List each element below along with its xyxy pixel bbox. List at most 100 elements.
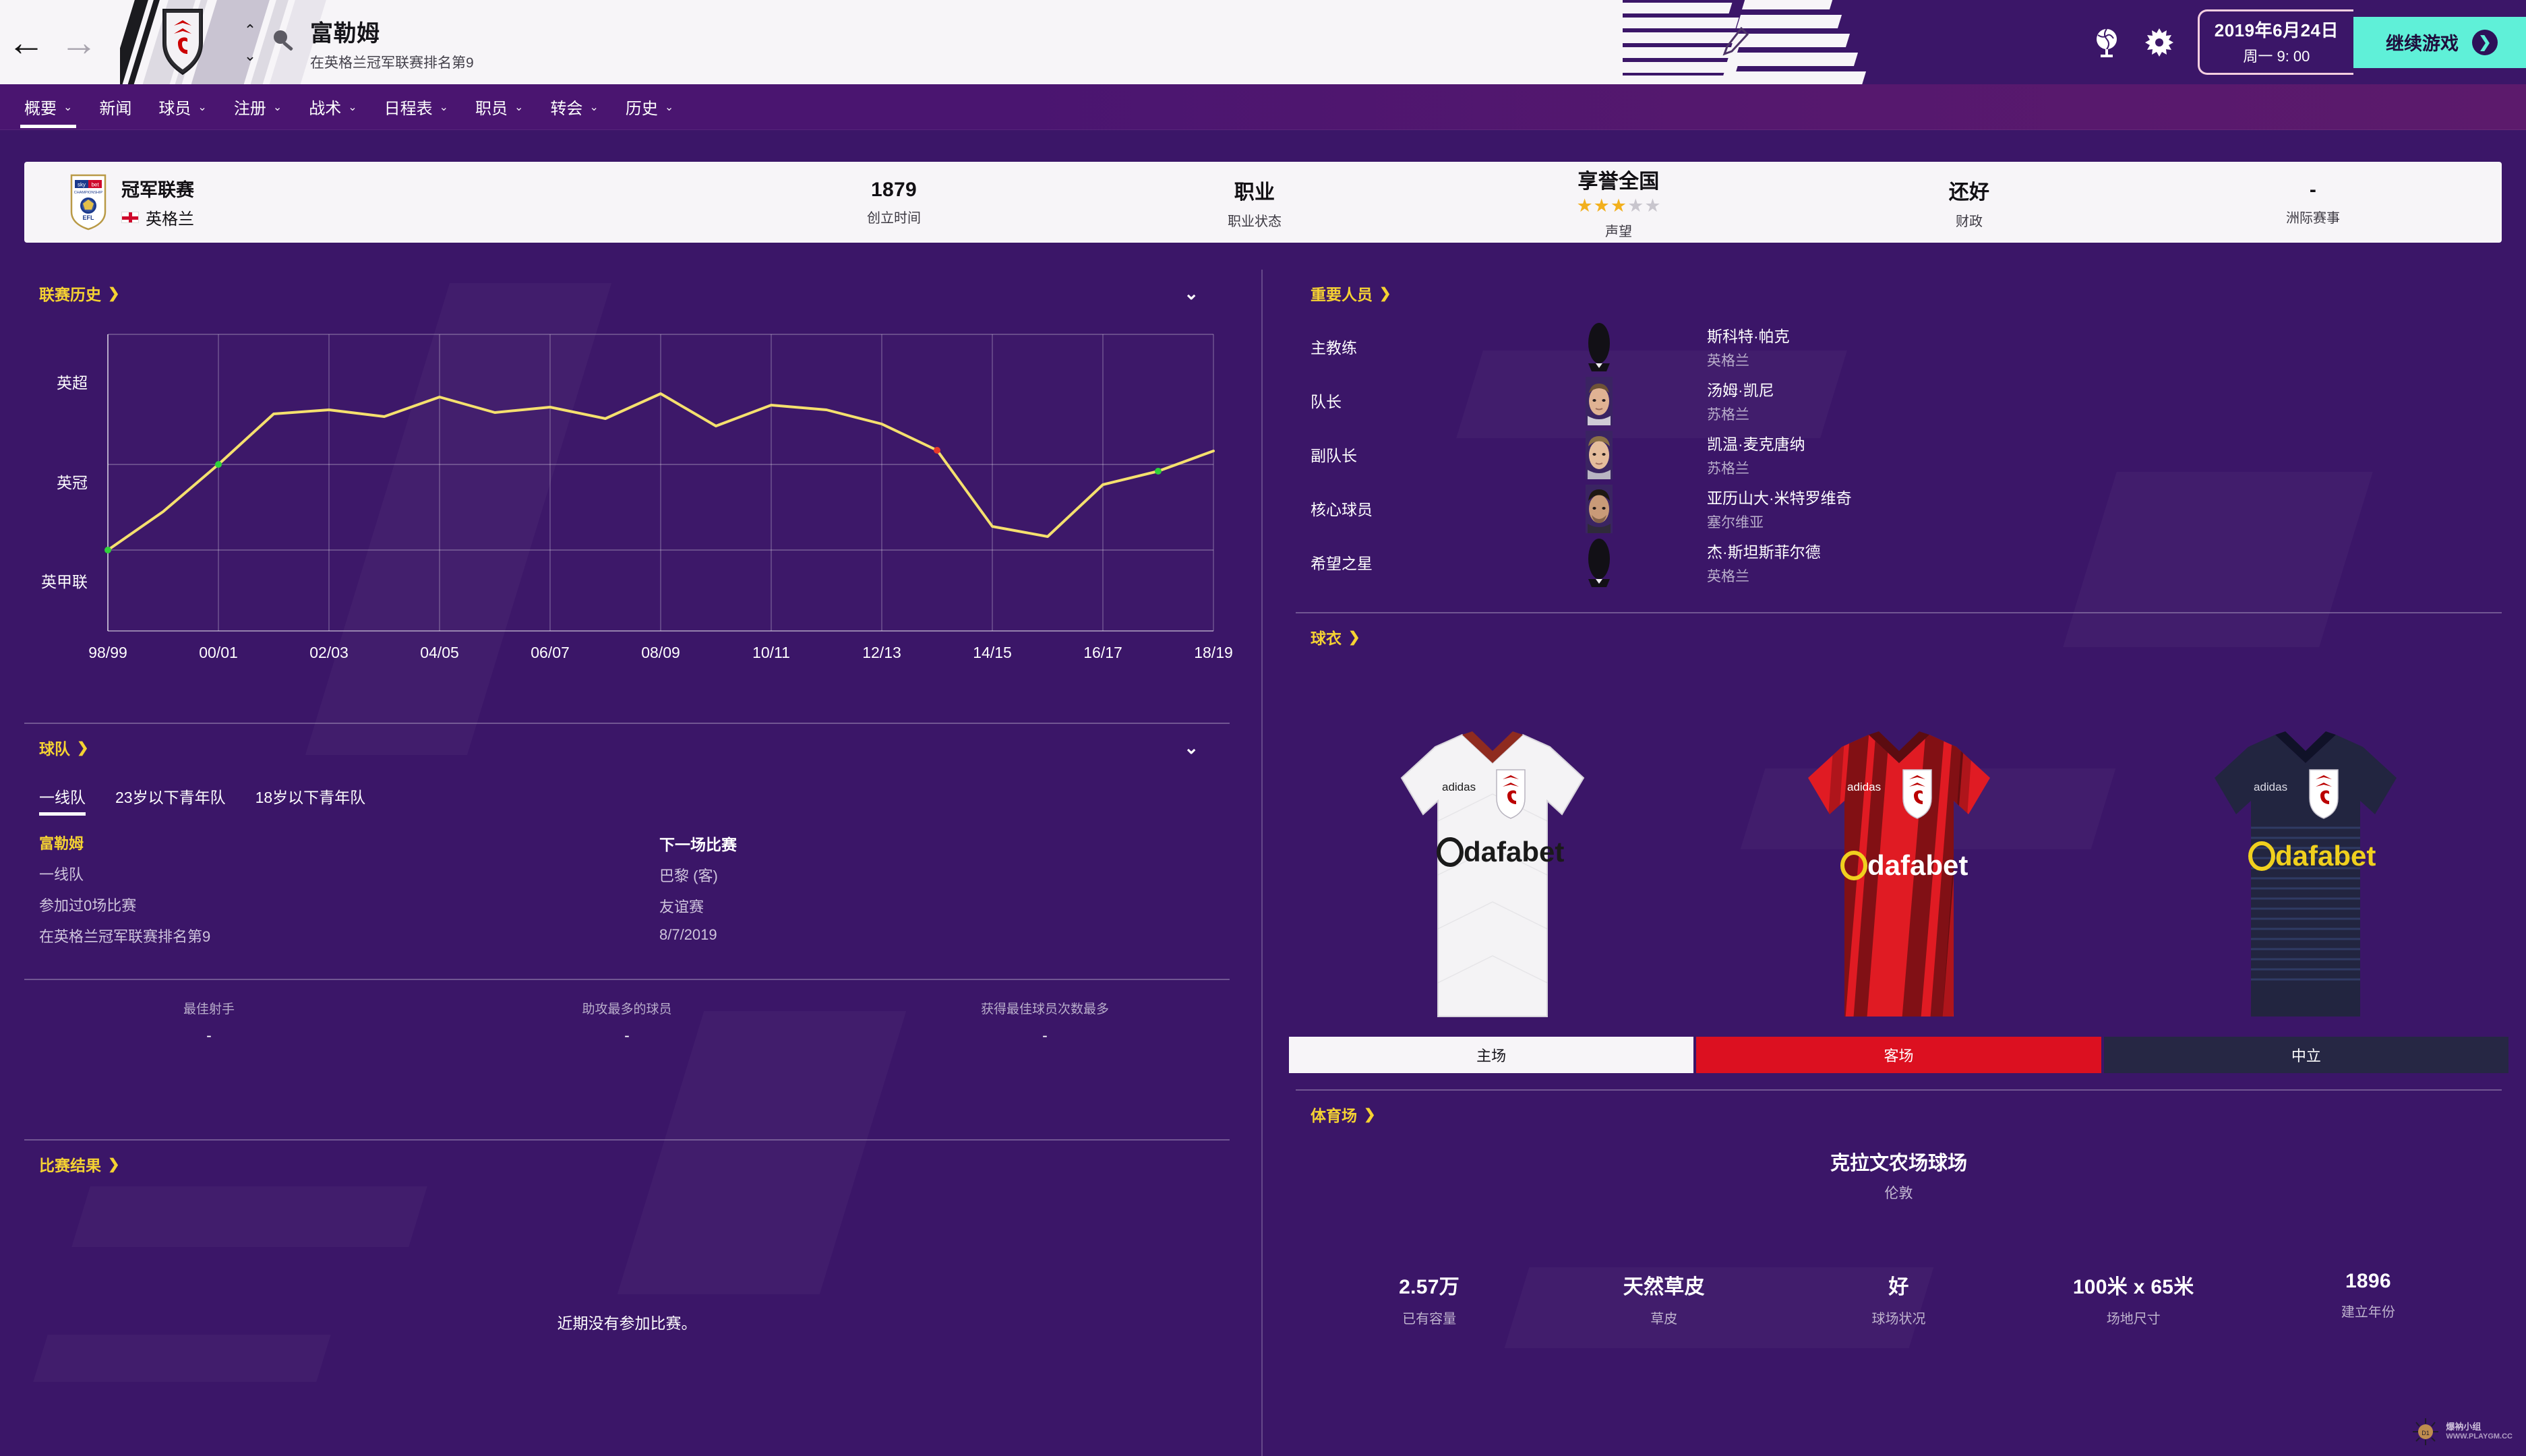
league-info-cell[interactable]: sky bet CHAMPIONSHIP EFL 冠军联赛 英格兰 [24, 174, 715, 231]
stat-label: 获得最佳球员次数最多 [980, 1002, 1109, 1017]
promotion-marker [104, 547, 111, 553]
key-person-info: 汤姆·凯尼 苏格兰 [1707, 377, 1774, 424]
key-person-country: 苏格兰 [1707, 460, 1749, 477]
kit-button-away[interactable]: 客场 [1696, 1037, 2101, 1073]
menu-label: 概要 [24, 100, 57, 118]
tab-u18[interactable]: 18岁以下青年队 [255, 789, 366, 806]
tab-u23[interactable]: 23岁以下青年队 [115, 789, 226, 806]
stat-label: 建立年份 [2341, 1305, 2395, 1320]
key-person-row[interactable]: 希望之星 杰·斯坦斯菲尔德 英格兰 [1271, 535, 2526, 589]
globe-icon[interactable] [2083, 19, 2130, 66]
pencil-icon[interactable] [1721, 26, 1751, 59]
svg-text:08/09: 08/09 [641, 644, 680, 661]
avatar [1491, 483, 1707, 533]
avatar [1491, 429, 1707, 479]
tab-first-team[interactable]: 一线队 [39, 785, 86, 816]
chevron-down-icon: ⌄ [664, 101, 674, 113]
svg-text:04/05: 04/05 [420, 644, 459, 661]
squad-tabs: 一线队 23岁以下青年队 18岁以下青年队 [0, 785, 1254, 816]
star-empty-icon: ★ [1644, 195, 1661, 216]
squad-team-matches: 参加过0场比赛 [39, 897, 137, 914]
club-switch-spinner[interactable]: ⌃ ⌄ [241, 22, 259, 64]
right-column: 重要人员 ❯ 主教练 斯科特·帕克 英格兰 队长 [1271, 270, 2526, 1456]
stat-value: - [1042, 1027, 1048, 1044]
key-person-row[interactable]: 主教练 斯科特·帕克 英格兰 [1271, 320, 2526, 373]
continue-game-button[interactable]: 继续游戏 ❯ [2353, 16, 2526, 68]
collapse-chevron-down-icon[interactable]: ⌄ [1184, 737, 1199, 758]
chevron-right-icon: ❯ [108, 285, 120, 301]
chevron-down-icon: ⌄ [348, 101, 357, 113]
key-person-name: 汤姆·凯尼 [1707, 381, 1774, 399]
key-people-header[interactable]: 重要人员 ❯ [1271, 270, 2526, 305]
menu-item-tactics[interactable]: 战术 ⌄ [295, 84, 370, 130]
league-history-panel: 联赛历史 ❯ ⌄ [0, 270, 1254, 723]
key-person-row[interactable]: 队长 汤姆·凯尼 苏格兰 [1271, 373, 2526, 427]
back-arrow-icon[interactable]: ← [7, 20, 45, 63]
key-person-row[interactable]: 核心球员 亚历山大·米特罗维奇 塞尔维亚 [1271, 481, 2526, 535]
stadium-city: 伦敦 [1884, 1186, 1913, 1201]
menu-item-schedule[interactable]: 日程表 ⌄ [371, 84, 462, 130]
next-match-opponent[interactable]: 巴黎 (客) [659, 868, 718, 884]
squad-header[interactable]: 球队 ❯ ⌄ [0, 724, 1254, 759]
results-header[interactable]: 比赛结果 ❯ [0, 1141, 1254, 1176]
key-person-name: 亚历山大·米特罗维奇 [1707, 489, 1852, 507]
menu-label: 新闻 [99, 100, 132, 118]
squad-team-position: 在英格兰冠军联赛排名第9 [39, 928, 211, 945]
squad-team-name[interactable]: 富勒姆 [39, 835, 84, 852]
stadium-stat-built-year: 1896 建立年份 [2251, 1270, 2486, 1327]
key-person-role: 核心球员 [1311, 501, 1373, 518]
finance-label: 财政 [1956, 214, 1983, 229]
chevron-right-icon: ❯ [77, 739, 89, 756]
search-icon[interactable] [270, 27, 297, 57]
forward-arrow-icon[interactable]: → [60, 20, 98, 63]
collapse-chevron-down-icon[interactable]: ⌄ [1184, 283, 1199, 303]
stat-label: 球场状况 [1871, 1312, 1926, 1327]
key-person-role: 希望之星 [1311, 555, 1373, 572]
club-crest-icon[interactable] [162, 8, 204, 75]
svg-text:adidas: adidas [1442, 781, 1476, 793]
game-date-display[interactable]: 2019年6月24日 周一 9: 00 [2197, 9, 2353, 75]
kit-home[interactable]: adidas dafabet [1348, 720, 1637, 1030]
page-subtitle: 在英格兰冠军联赛排名第9 [310, 55, 474, 71]
chevron-up-icon[interactable]: ⌃ [243, 22, 257, 38]
kit-button-neutral[interactable]: 中立 [2103, 1037, 2508, 1073]
menu-item-staff[interactable]: 职员 ⌄ [462, 84, 537, 130]
menu-item-registration[interactable]: 注册 ⌄ [220, 84, 295, 130]
menu-item-transfers[interactable]: 转会 ⌄ [537, 84, 611, 130]
stadium-header[interactable]: 体育场 ❯ [1271, 1091, 2526, 1126]
chevron-down-icon[interactable]: ⌄ [243, 47, 257, 64]
status-value: 职业 [1234, 181, 1275, 204]
gear-icon[interactable] [2136, 19, 2183, 66]
svg-text:02/03: 02/03 [309, 644, 349, 661]
divider-squad-stats [24, 979, 1230, 980]
key-person-country: 英格兰 [1707, 568, 1749, 584]
menu-item-overview[interactable]: 概要 ⌄ [11, 84, 86, 130]
key-person-country: 英格兰 [1707, 353, 1749, 369]
chevron-down-icon: ⌄ [514, 101, 524, 113]
avatar [1491, 537, 1707, 587]
league-history-header[interactable]: 联赛历史 ❯ ⌄ [0, 270, 1254, 305]
menu-item-players[interactable]: 球员 ⌄ [145, 84, 220, 130]
menu-item-history[interactable]: 历史 ⌄ [612, 84, 687, 130]
promotion-marker [1155, 468, 1162, 475]
svg-text:dafabet: dafabet [2275, 840, 2376, 872]
relegation-marker [934, 447, 940, 454]
divider-squad [24, 723, 1230, 724]
league-history-chart: 英超 英冠 英甲联 98/99 00/01 02/03 04/05 06/07 [0, 305, 1254, 723]
kit-third[interactable]: adidas dafabet [2161, 720, 2450, 1030]
stadium-stat-pitch-type: 天然草皮 草皮 [1546, 1270, 1781, 1327]
founded-value: 1879 [871, 178, 917, 201]
kit-button-home[interactable]: 主场 [1289, 1037, 1694, 1073]
chevron-down-icon: ⌄ [63, 101, 73, 113]
key-person-row[interactable]: 副队长 凯温·麦克唐纳 苏格兰 [1271, 427, 2526, 481]
stat-label: 场地尺寸 [2106, 1312, 2161, 1327]
stat-top-scorer: 最佳射手 - [0, 999, 418, 1045]
menu-item-news[interactable]: 新闻 [86, 84, 145, 130]
kit-away[interactable]: adidas dafabet [1754, 720, 2044, 1030]
svg-text:英超: 英超 [57, 374, 88, 392]
continental-value: - [2309, 178, 2317, 201]
league-country-label: 英格兰 [146, 210, 194, 229]
menu-label: 转会 [550, 100, 583, 118]
stat-top-assists: 助攻最多的球员 - [418, 999, 836, 1045]
kits-header[interactable]: 球衣 ❯ [1271, 613, 2526, 648]
